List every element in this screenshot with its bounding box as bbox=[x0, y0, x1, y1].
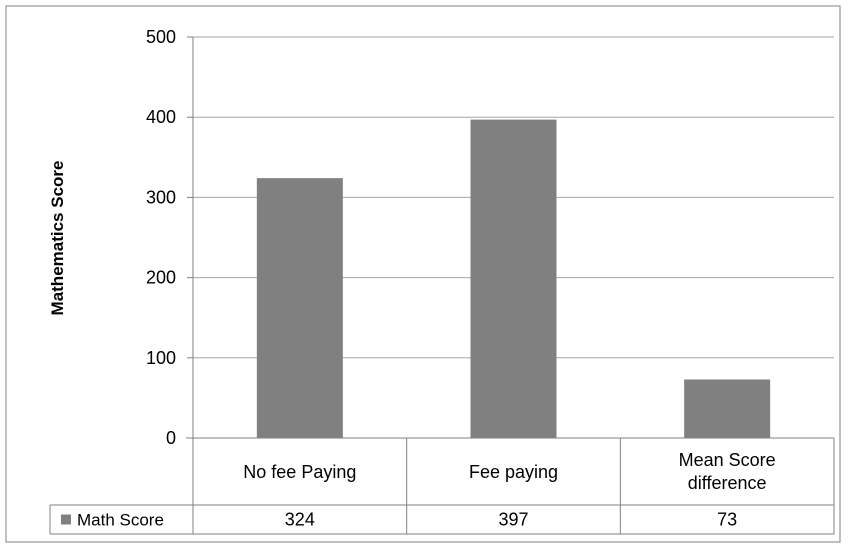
chart-area-border bbox=[5, 5, 841, 543]
y-tick-label: 300 bbox=[146, 187, 176, 207]
y-tick-label: 100 bbox=[146, 348, 176, 368]
y-tick-label: 200 bbox=[146, 268, 176, 288]
bar bbox=[470, 119, 557, 438]
legend-label: Math Score bbox=[77, 511, 164, 530]
x-category-label: No fee Paying bbox=[243, 462, 356, 482]
x-category-label: Fee paying bbox=[469, 462, 558, 482]
x-category-label-line: difference bbox=[688, 473, 767, 493]
y-tick-label: 0 bbox=[166, 428, 176, 448]
bars bbox=[256, 119, 771, 439]
bar bbox=[256, 178, 343, 439]
bar bbox=[684, 379, 771, 438]
data-table-value: 73 bbox=[717, 510, 737, 530]
data-table-value: 324 bbox=[285, 510, 315, 530]
data-table: No fee Paying Fee paying Mean Score differe… bbox=[49, 438, 835, 535]
y-tick-label: 500 bbox=[146, 27, 176, 47]
data-table-value: 397 bbox=[498, 510, 528, 530]
x-category-label: Mean Score difference bbox=[679, 450, 776, 493]
axes: 0 100 200 300 400 500 bbox=[146, 27, 834, 448]
x-category-label-line: Mean Score bbox=[679, 450, 776, 470]
y-axis-title: Mathematics Score bbox=[48, 161, 67, 316]
y-tick-label: 400 bbox=[146, 107, 176, 127]
legend-swatch bbox=[61, 514, 71, 525]
